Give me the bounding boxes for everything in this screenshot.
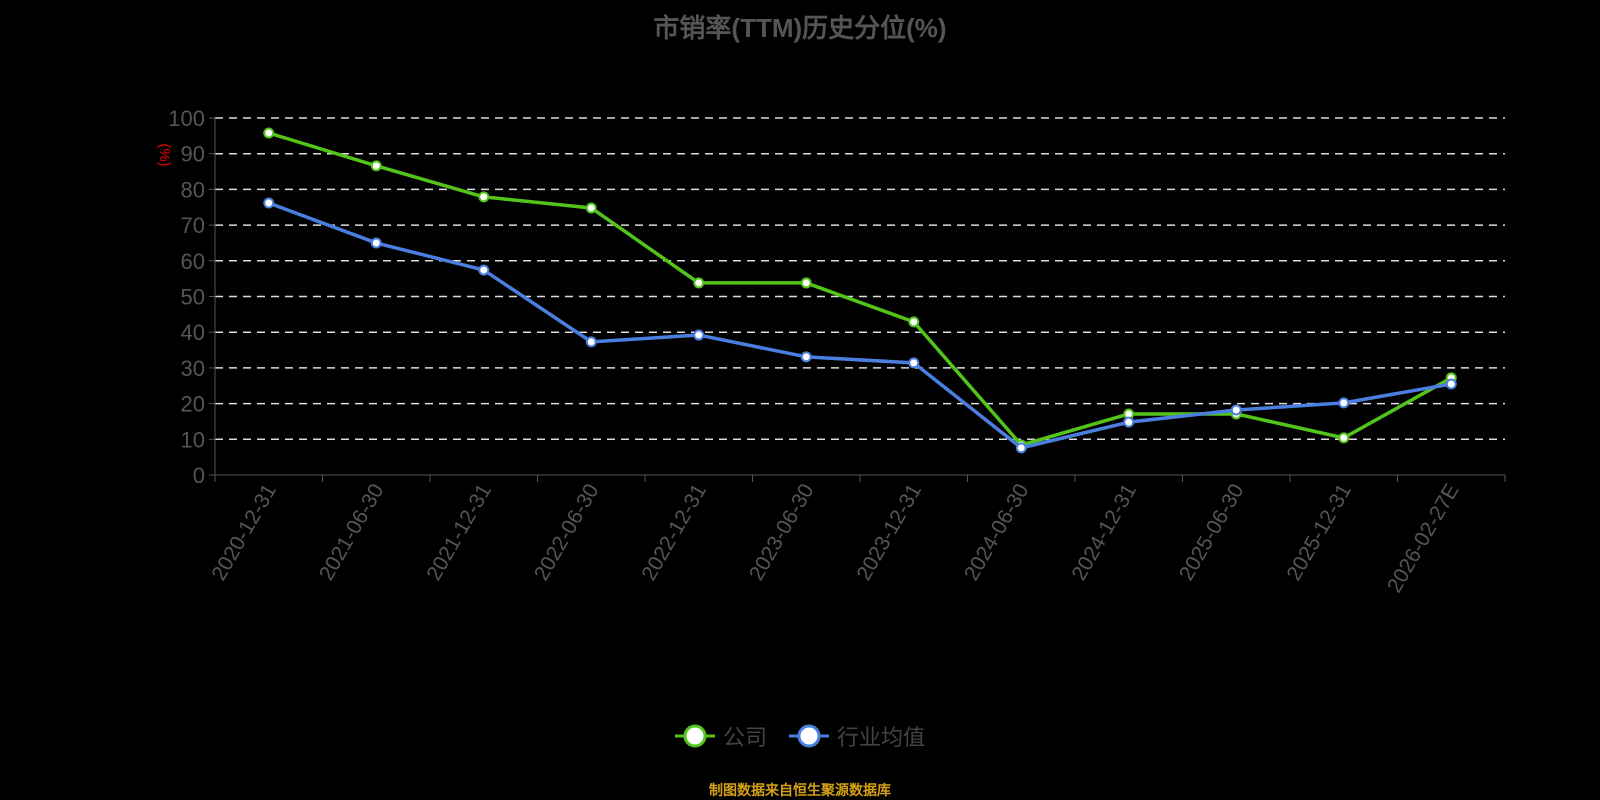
data-point-0 — [693, 277, 705, 289]
data-point-0 — [1338, 432, 1350, 444]
data-point-1 — [478, 264, 490, 276]
data-point-1 — [1230, 404, 1242, 416]
x-tick-label: 2022-12-31 — [637, 480, 711, 585]
data-point-1 — [1015, 442, 1027, 454]
data-point-1 — [1338, 397, 1350, 409]
data-point-1 — [370, 237, 382, 249]
y-axis-label: (%) — [156, 143, 173, 166]
y-tick-label: 80 — [181, 177, 205, 202]
data-point-1 — [585, 336, 597, 348]
x-tick-label: 2023-06-30 — [745, 480, 819, 585]
data-point-1 — [693, 329, 705, 341]
legend: 公司 行业均值 — [0, 720, 1600, 752]
x-tick-label: 2024-06-30 — [960, 480, 1034, 585]
x-tick-label: 2026-02-27E — [1383, 480, 1464, 597]
y-tick-label: 60 — [181, 249, 205, 274]
data-point-1 — [908, 357, 920, 369]
data-point-0 — [478, 191, 490, 203]
x-tick-label: 2022-06-30 — [530, 480, 604, 585]
legend-marker-company-icon — [674, 724, 715, 748]
x-tick-label: 2024-12-31 — [1067, 480, 1141, 585]
data-point-0 — [370, 160, 382, 172]
x-tick-label: 2025-06-30 — [1175, 480, 1249, 585]
data-point-0 — [263, 127, 275, 139]
legend-label-industry-average: 行业均值 — [837, 725, 926, 750]
x-tick-label: 2021-06-30 — [315, 480, 389, 585]
y-tick-label: 20 — [181, 392, 205, 417]
legend-marker-industry-icon — [789, 724, 829, 748]
x-tick-label: 2025-12-31 — [1282, 480, 1356, 585]
data-point-0 — [908, 316, 920, 328]
data-point-0 — [585, 202, 597, 214]
x-tick-label: 2021-12-31 — [422, 480, 496, 585]
y-tick-label: 40 — [181, 320, 205, 345]
data-point-1 — [1123, 416, 1135, 428]
data-point-1 — [1445, 378, 1457, 390]
legend-label-company: 公司 — [722, 725, 767, 750]
y-tick-label: 70 — [181, 213, 205, 238]
legend-item-industry-average[interactable]: 行业均值 — [789, 720, 925, 752]
data-source-note: 制图数据来自恒生聚源数据库 — [709, 782, 891, 798]
y-tick-label: 90 — [181, 142, 205, 167]
y-tick-label: 30 — [181, 356, 205, 381]
chart-title: 市销率(TTM)历史分位(%) — [653, 13, 947, 43]
series-line-1 — [268, 201, 1452, 450]
x-tick-label: 2020-12-31 — [207, 480, 281, 585]
y-tick-label: 0 — [193, 463, 205, 488]
y-tick-label: 10 — [181, 427, 205, 452]
y-tick-label: 50 — [181, 285, 205, 310]
data-point-0 — [800, 277, 812, 289]
y-tick-label: 100 — [168, 106, 205, 131]
data-point-1 — [800, 351, 812, 363]
x-tick-label: 2023-12-31 — [852, 480, 926, 585]
legend-item-company[interactable]: 公司 — [674, 720, 767, 752]
series-line-0 — [268, 131, 1453, 447]
data-point-1 — [263, 197, 275, 209]
